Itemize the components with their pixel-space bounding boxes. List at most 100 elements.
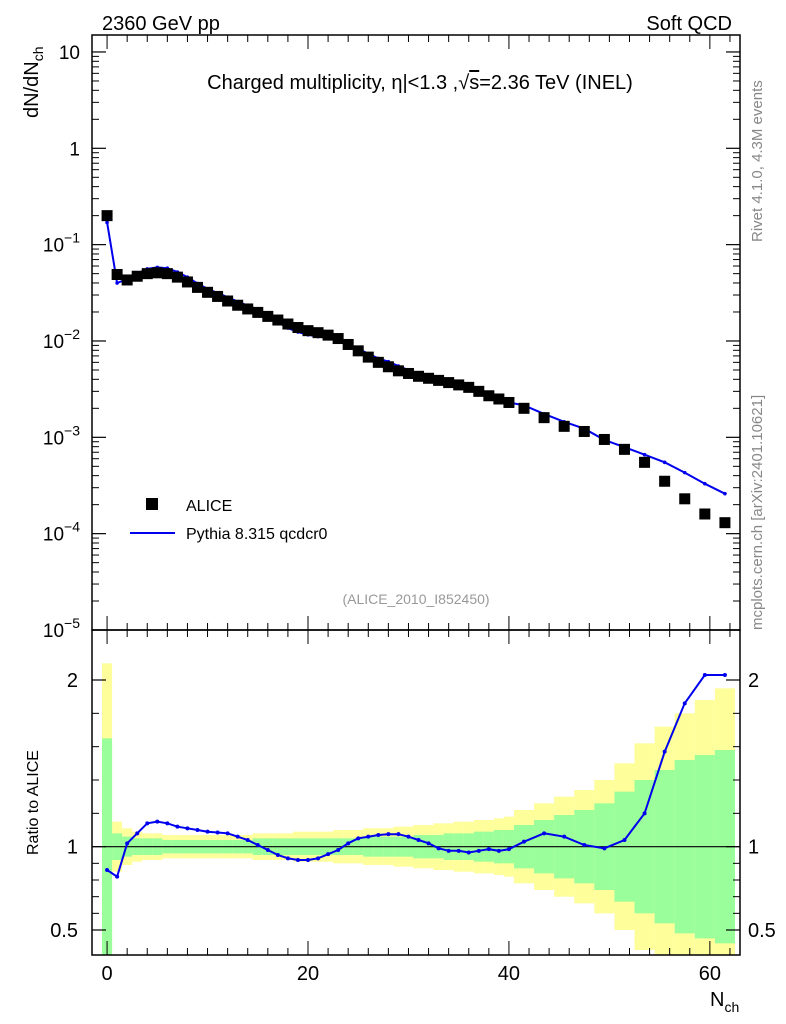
- ratio-series-point: [386, 832, 391, 837]
- header-right: Soft QCD: [646, 13, 732, 35]
- alice-data-point: [111, 268, 123, 280]
- alice-data-point: [342, 338, 354, 350]
- mcplots-label: mcplots.cern.ch [arXiv:2401.10621]: [749, 395, 766, 630]
- ratio-series-point: [245, 838, 250, 842]
- ratio-series-point: [215, 830, 220, 835]
- ratio-series-point: [642, 811, 647, 816]
- alice-data-point: [151, 267, 163, 279]
- alice-data-point: [558, 420, 570, 432]
- alice-data-point: [212, 290, 224, 302]
- ratio-series-point: [406, 834, 411, 839]
- alice-data-point: [483, 390, 495, 402]
- alice-data-point: [463, 381, 475, 393]
- ratio-x-tick-label: 20: [297, 963, 319, 985]
- main-axes: 10 1 10−1 10−2 10−3 10−4 10−5: [43, 35, 740, 642]
- mc-series-point: [115, 281, 119, 285]
- mc-series-point: [682, 470, 687, 475]
- alice-data-point: [352, 345, 364, 357]
- main-data-layer: [101, 210, 731, 529]
- ratio-series-point: [476, 848, 481, 853]
- ratio-series-point: [466, 850, 471, 855]
- alice-data-point: [222, 295, 234, 307]
- ratio-series-point: [155, 819, 160, 824]
- ratio-frame: [91, 629, 741, 956]
- mc-series-point: [105, 220, 109, 225]
- alice-data-point: [171, 271, 183, 283]
- ratio-axes: 0.5 0.51 12 20 20 40 60: [50, 630, 776, 985]
- ratio-series-point: [275, 853, 280, 857]
- ratio-series-point: [145, 821, 150, 826]
- ratio-series-point: [426, 841, 431, 846]
- ratio-series-point: [622, 838, 627, 842]
- alice-data-point: [362, 351, 374, 363]
- ratio-series-point: [336, 848, 341, 852]
- ratio-y-tick-label: 0.5: [50, 920, 78, 942]
- alice-data-point: [598, 433, 610, 445]
- ratio-series-point: [195, 828, 200, 832]
- ratio-y-tick-label: 1: [67, 837, 78, 859]
- alice-data-point: [242, 303, 254, 315]
- alice-data-point: [181, 276, 193, 288]
- ratio-series-point: [326, 852, 331, 857]
- ratio-series-point: [496, 848, 501, 853]
- main-y-tick-label: 10: [59, 43, 80, 64]
- alice-data-point: [131, 270, 143, 282]
- mc-series-point: [642, 452, 647, 457]
- ratio-y-tick-label: 2: [67, 670, 78, 692]
- ratio-series-point: [456, 848, 461, 853]
- ratio-series-point: [522, 839, 526, 844]
- ratio-series-point: [562, 834, 567, 839]
- ratio-x-tick-label: 60: [699, 963, 721, 985]
- mc-series-point: [723, 491, 727, 496]
- ratio-x-tick-label: 0: [102, 963, 113, 985]
- ratio-series-point: [662, 749, 667, 754]
- main-y-tick-label: 10−2: [43, 326, 80, 353]
- ratio-series-point: [105, 868, 110, 872]
- alice-data-point: [719, 517, 731, 529]
- ratio-series-point: [542, 831, 547, 836]
- ratio-series-point: [255, 843, 260, 847]
- ratio-series-point: [265, 848, 270, 852]
- alice-data-point: [423, 372, 435, 384]
- alice-data-point: [453, 379, 465, 391]
- ratio-series-point: [582, 843, 587, 847]
- alice-data-point: [232, 299, 244, 311]
- main-y-tick-label: 10−5: [43, 615, 80, 642]
- ratio-series-point: [235, 834, 240, 839]
- ratio-series-point: [225, 831, 230, 836]
- mc-series-line: [106, 222, 726, 495]
- alice-data-point: [473, 385, 485, 397]
- alice-data-point: [699, 508, 711, 520]
- analysis-watermark: (ALICE_2010_I852450): [342, 591, 489, 607]
- ratio-series-point: [125, 841, 130, 846]
- legend-marker-alice: [146, 498, 158, 510]
- main-y-tick-label: 10−4: [43, 519, 80, 546]
- alice-data-point: [402, 367, 414, 379]
- legend-label-alice: ALICE: [186, 498, 232, 515]
- ratio-series-point: [306, 858, 310, 862]
- ratio-y-axis-label: Ratio to ALICE: [25, 750, 42, 855]
- main-y-tick-label: 10−3: [43, 422, 80, 449]
- alice-data-point: [161, 268, 173, 280]
- alice-data-point: [372, 356, 384, 368]
- ratio-x-axis-label: Nch: [710, 989, 739, 1015]
- ratio-series-point: [165, 821, 170, 826]
- ratio-chart: 0.5 0.51 12 20 20 40 60 Ratio to ALICE Nch: [25, 629, 776, 1015]
- ratio-series-point: [135, 831, 140, 836]
- ratio-series-point: [682, 701, 687, 706]
- ratio-data-layer: [92, 663, 740, 955]
- alice-data-point: [392, 365, 404, 377]
- alice-data-point: [252, 306, 264, 318]
- alice-data-point: [578, 425, 590, 437]
- ratio-series-point: [346, 841, 351, 846]
- alice-data-point: [332, 333, 344, 345]
- ratio-series-point: [366, 834, 371, 839]
- ratio-series-point: [376, 833, 381, 837]
- alice-data-point: [121, 274, 133, 286]
- alice-data-point: [493, 393, 505, 405]
- ratio-series-point: [115, 874, 120, 879]
- alice-data-point: [302, 325, 314, 337]
- ratio-series-point: [295, 858, 300, 862]
